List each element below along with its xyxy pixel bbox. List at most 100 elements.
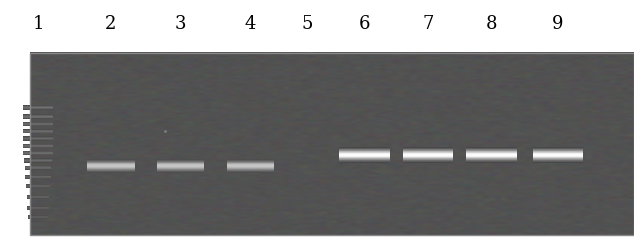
- Bar: [403, 162, 453, 163]
- Bar: [27, 206, 49, 207]
- Bar: [533, 154, 583, 155]
- Bar: [23, 138, 53, 139]
- Bar: [339, 155, 390, 156]
- Bar: [339, 149, 390, 150]
- Bar: [466, 153, 517, 154]
- Bar: [23, 115, 53, 116]
- Bar: [23, 117, 53, 118]
- Bar: [466, 154, 517, 155]
- Text: 3: 3: [175, 15, 186, 33]
- Bar: [87, 171, 134, 172]
- Bar: [533, 150, 583, 151]
- Bar: [25, 178, 51, 179]
- Bar: [466, 152, 517, 153]
- Bar: [23, 146, 53, 147]
- Bar: [533, 152, 583, 153]
- Bar: [23, 118, 53, 119]
- Bar: [87, 168, 134, 169]
- Bar: [466, 152, 517, 153]
- Bar: [157, 164, 204, 165]
- Bar: [87, 160, 134, 161]
- Bar: [27, 195, 49, 196]
- Bar: [87, 162, 134, 163]
- Text: 1: 1: [32, 15, 44, 33]
- Bar: [403, 159, 453, 160]
- Bar: [157, 160, 204, 161]
- Bar: [23, 114, 53, 115]
- Bar: [466, 149, 517, 150]
- Bar: [23, 151, 53, 152]
- Bar: [227, 164, 275, 165]
- Bar: [339, 150, 390, 151]
- Bar: [23, 130, 53, 131]
- Bar: [533, 148, 583, 149]
- Bar: [227, 168, 275, 169]
- Bar: [23, 123, 53, 124]
- Bar: [157, 169, 204, 170]
- Bar: [339, 154, 390, 155]
- Bar: [157, 167, 204, 168]
- Bar: [26, 184, 50, 185]
- Bar: [403, 155, 453, 156]
- Bar: [227, 171, 275, 172]
- Bar: [157, 168, 204, 169]
- Bar: [23, 145, 53, 146]
- Bar: [23, 132, 53, 133]
- Bar: [533, 160, 583, 161]
- Bar: [23, 129, 53, 130]
- Text: 8: 8: [486, 15, 497, 33]
- Bar: [533, 162, 583, 163]
- Bar: [533, 151, 583, 152]
- Text: 2: 2: [105, 15, 117, 33]
- Bar: [339, 149, 390, 150]
- Bar: [23, 109, 53, 110]
- Bar: [339, 158, 390, 159]
- Bar: [227, 166, 275, 167]
- Bar: [23, 144, 53, 145]
- Bar: [533, 153, 583, 154]
- Bar: [157, 165, 204, 166]
- Bar: [533, 155, 583, 156]
- Bar: [87, 165, 134, 166]
- Bar: [27, 209, 49, 210]
- Bar: [466, 161, 517, 162]
- Bar: [87, 159, 134, 160]
- Bar: [25, 176, 51, 177]
- Bar: [466, 162, 517, 163]
- Bar: [157, 171, 204, 172]
- Bar: [339, 152, 390, 153]
- Bar: [466, 150, 517, 151]
- Bar: [87, 166, 134, 167]
- Bar: [533, 161, 583, 162]
- Bar: [26, 186, 50, 187]
- Bar: [227, 159, 275, 160]
- Bar: [227, 161, 275, 162]
- Bar: [533, 156, 583, 157]
- Bar: [25, 169, 51, 170]
- Bar: [23, 106, 53, 107]
- Bar: [403, 154, 453, 155]
- Bar: [403, 156, 453, 157]
- Bar: [533, 150, 583, 151]
- Bar: [23, 140, 53, 141]
- Bar: [23, 136, 53, 137]
- Bar: [533, 147, 583, 148]
- Bar: [403, 149, 453, 150]
- Bar: [403, 152, 453, 153]
- Bar: [23, 131, 53, 132]
- Bar: [339, 153, 390, 154]
- Bar: [466, 156, 517, 157]
- Bar: [23, 139, 53, 140]
- Bar: [533, 157, 583, 158]
- Bar: [533, 157, 583, 158]
- Bar: [466, 155, 517, 156]
- Bar: [23, 153, 53, 154]
- Bar: [157, 172, 204, 173]
- Bar: [403, 160, 453, 161]
- Bar: [403, 147, 453, 148]
- Bar: [23, 152, 53, 153]
- Bar: [403, 150, 453, 151]
- Bar: [27, 198, 49, 199]
- Bar: [227, 170, 275, 171]
- Bar: [403, 152, 453, 153]
